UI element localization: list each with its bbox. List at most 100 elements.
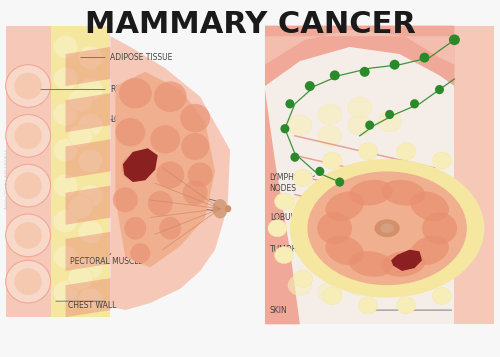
Text: MILK DUCT: MILK DUCT — [162, 167, 203, 176]
Ellipse shape — [113, 187, 138, 212]
Polygon shape — [265, 26, 454, 86]
Ellipse shape — [78, 149, 103, 172]
Ellipse shape — [360, 67, 370, 77]
Circle shape — [374, 219, 400, 237]
Ellipse shape — [305, 81, 315, 91]
Ellipse shape — [116, 118, 146, 146]
Text: TUMOR: TUMOR — [162, 151, 190, 160]
Polygon shape — [66, 232, 110, 271]
Ellipse shape — [288, 275, 312, 296]
Ellipse shape — [410, 99, 419, 109]
Ellipse shape — [410, 236, 449, 265]
Ellipse shape — [410, 191, 449, 221]
Text: ADIPOSE TISSUE: ADIPOSE TISSUE — [110, 53, 173, 62]
Ellipse shape — [14, 222, 42, 249]
Text: RIB: RIB — [110, 85, 123, 94]
Circle shape — [380, 223, 394, 233]
Text: CHEST WALL: CHEST WALL — [68, 301, 116, 310]
Ellipse shape — [390, 60, 400, 70]
Ellipse shape — [6, 260, 51, 303]
Text: AREOLA: AREOLA — [162, 196, 192, 205]
Ellipse shape — [68, 89, 93, 112]
Ellipse shape — [358, 143, 378, 160]
Polygon shape — [66, 47, 110, 86]
Ellipse shape — [365, 121, 374, 130]
Ellipse shape — [53, 67, 78, 90]
Ellipse shape — [181, 133, 209, 160]
Ellipse shape — [14, 122, 42, 149]
Ellipse shape — [326, 236, 364, 265]
Ellipse shape — [154, 81, 186, 112]
Ellipse shape — [286, 99, 294, 109]
Ellipse shape — [280, 124, 289, 133]
Ellipse shape — [53, 245, 78, 268]
Ellipse shape — [378, 111, 402, 132]
Ellipse shape — [336, 177, 344, 187]
Ellipse shape — [78, 78, 103, 101]
Ellipse shape — [53, 174, 78, 197]
Ellipse shape — [68, 124, 93, 147]
Ellipse shape — [348, 97, 372, 118]
Ellipse shape — [382, 251, 426, 277]
Ellipse shape — [160, 217, 181, 240]
Text: MAMMARY CANCER: MAMMARY CANCER — [84, 10, 415, 39]
Ellipse shape — [323, 287, 342, 305]
Polygon shape — [391, 250, 422, 271]
Ellipse shape — [422, 212, 457, 244]
Polygon shape — [123, 148, 158, 182]
Ellipse shape — [122, 154, 150, 181]
Ellipse shape — [385, 110, 394, 119]
Ellipse shape — [435, 85, 444, 94]
Text: SKIN: SKIN — [270, 306, 287, 315]
Ellipse shape — [130, 243, 150, 263]
Ellipse shape — [53, 281, 78, 304]
Ellipse shape — [6, 164, 51, 207]
Ellipse shape — [78, 185, 103, 208]
Ellipse shape — [318, 104, 342, 125]
Ellipse shape — [212, 199, 228, 218]
Ellipse shape — [349, 180, 393, 206]
Ellipse shape — [294, 270, 312, 287]
Ellipse shape — [53, 210, 78, 233]
Ellipse shape — [6, 65, 51, 107]
Ellipse shape — [225, 205, 232, 212]
Ellipse shape — [432, 152, 452, 169]
Ellipse shape — [274, 247, 293, 263]
Ellipse shape — [323, 152, 342, 169]
Polygon shape — [110, 36, 230, 310]
Ellipse shape — [6, 115, 51, 157]
Ellipse shape — [396, 297, 415, 314]
Circle shape — [308, 171, 467, 285]
Text: TUMOR: TUMOR — [270, 245, 298, 254]
Ellipse shape — [449, 35, 460, 45]
Text: LOBULES: LOBULES — [110, 115, 144, 124]
Ellipse shape — [182, 180, 208, 205]
Ellipse shape — [53, 103, 78, 126]
Ellipse shape — [326, 191, 364, 221]
Ellipse shape — [6, 214, 51, 257]
Ellipse shape — [68, 195, 93, 218]
Polygon shape — [66, 93, 110, 132]
Ellipse shape — [330, 70, 340, 80]
Ellipse shape — [78, 256, 103, 279]
Ellipse shape — [156, 161, 184, 188]
Ellipse shape — [290, 152, 300, 162]
Polygon shape — [265, 26, 300, 324]
Ellipse shape — [288, 115, 312, 135]
Text: NIPPLE: NIPPLE — [162, 182, 188, 191]
Ellipse shape — [396, 143, 415, 160]
Ellipse shape — [180, 104, 210, 132]
Ellipse shape — [318, 282, 342, 303]
Ellipse shape — [14, 172, 42, 199]
Polygon shape — [265, 29, 454, 65]
Ellipse shape — [268, 220, 287, 237]
Ellipse shape — [274, 193, 293, 210]
Ellipse shape — [14, 73, 42, 99]
Text: PECTORAL MUSCLES: PECTORAL MUSCLES — [70, 256, 148, 266]
Polygon shape — [116, 72, 215, 267]
Text: Adobe Stock | #454360614: Adobe Stock | #454360614 — [4, 149, 8, 208]
Ellipse shape — [14, 268, 42, 295]
Ellipse shape — [348, 115, 372, 135]
Ellipse shape — [150, 125, 180, 154]
Ellipse shape — [78, 220, 103, 243]
